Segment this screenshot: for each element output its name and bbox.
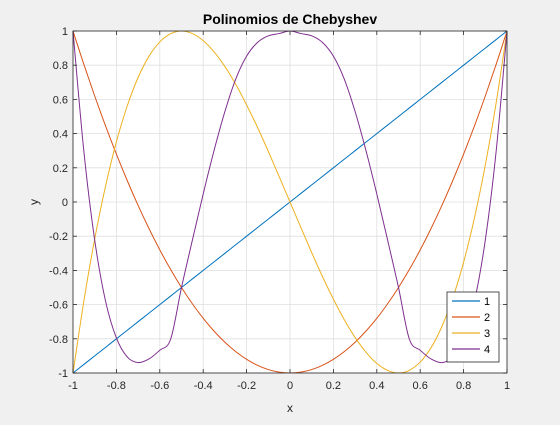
- y-tick-labels: -1 -0.8 -0.6 -0.4 -0.2 0 0.2 0.4 0.6 0.8 1: [49, 26, 68, 380]
- y-tick-label: 0.4: [53, 129, 68, 141]
- chart-title: Polinomios de Chebyshev: [203, 11, 377, 27]
- y-tick-label: -0.4: [49, 265, 68, 277]
- series-line-3[interactable]: [73, 31, 507, 373]
- legend-label-4: 4: [484, 344, 490, 356]
- x-tick-label: 0: [287, 380, 293, 392]
- y-axis-label: y: [27, 199, 41, 205]
- x-tick-labels: -1 -0.8 -0.6 -0.4 -0.2 0 0.2 0.4 0.6 0.8 1: [68, 380, 510, 392]
- x-tick-label: -0.2: [237, 380, 256, 392]
- x-tick-label: 0.8: [456, 380, 471, 392]
- legend-label-1: 1: [484, 296, 490, 308]
- legend-label-2: 2: [484, 312, 490, 324]
- y-tick-label: -0.6: [49, 300, 68, 312]
- series-line-2[interactable]: [73, 31, 507, 373]
- legend-label-3: 3: [484, 328, 490, 340]
- legend-box: [446, 291, 500, 363]
- x-tick-label: -0.6: [150, 380, 169, 392]
- legend[interactable]: 1 2 3 4: [446, 291, 500, 363]
- y-tick-label: -1: [58, 368, 68, 380]
- x-tick-label: 0.6: [413, 380, 428, 392]
- series-line-4[interactable]: [73, 31, 507, 364]
- y-tick-label: 0: [62, 197, 68, 209]
- x-tick-label: 0.4: [369, 380, 384, 392]
- y-tick-label: -0.8: [49, 334, 68, 346]
- series-layer: [73, 31, 507, 373]
- y-tick-label: 0.6: [53, 94, 68, 106]
- x-tick-label: 1: [504, 380, 510, 392]
- x-tick-label: -1: [68, 380, 78, 392]
- y-tick-label: 0.2: [53, 163, 68, 175]
- x-axis-label: x: [287, 401, 293, 415]
- ticks: [72, 30, 508, 374]
- y-tick-label: 0.8: [53, 60, 68, 72]
- x-tick-label: -0.4: [194, 380, 213, 392]
- y-tick-label: 1: [62, 26, 68, 38]
- y-tick-label: -0.2: [49, 231, 68, 243]
- x-tick-label: 0.2: [326, 380, 341, 392]
- x-tick-label: -0.8: [107, 380, 126, 392]
